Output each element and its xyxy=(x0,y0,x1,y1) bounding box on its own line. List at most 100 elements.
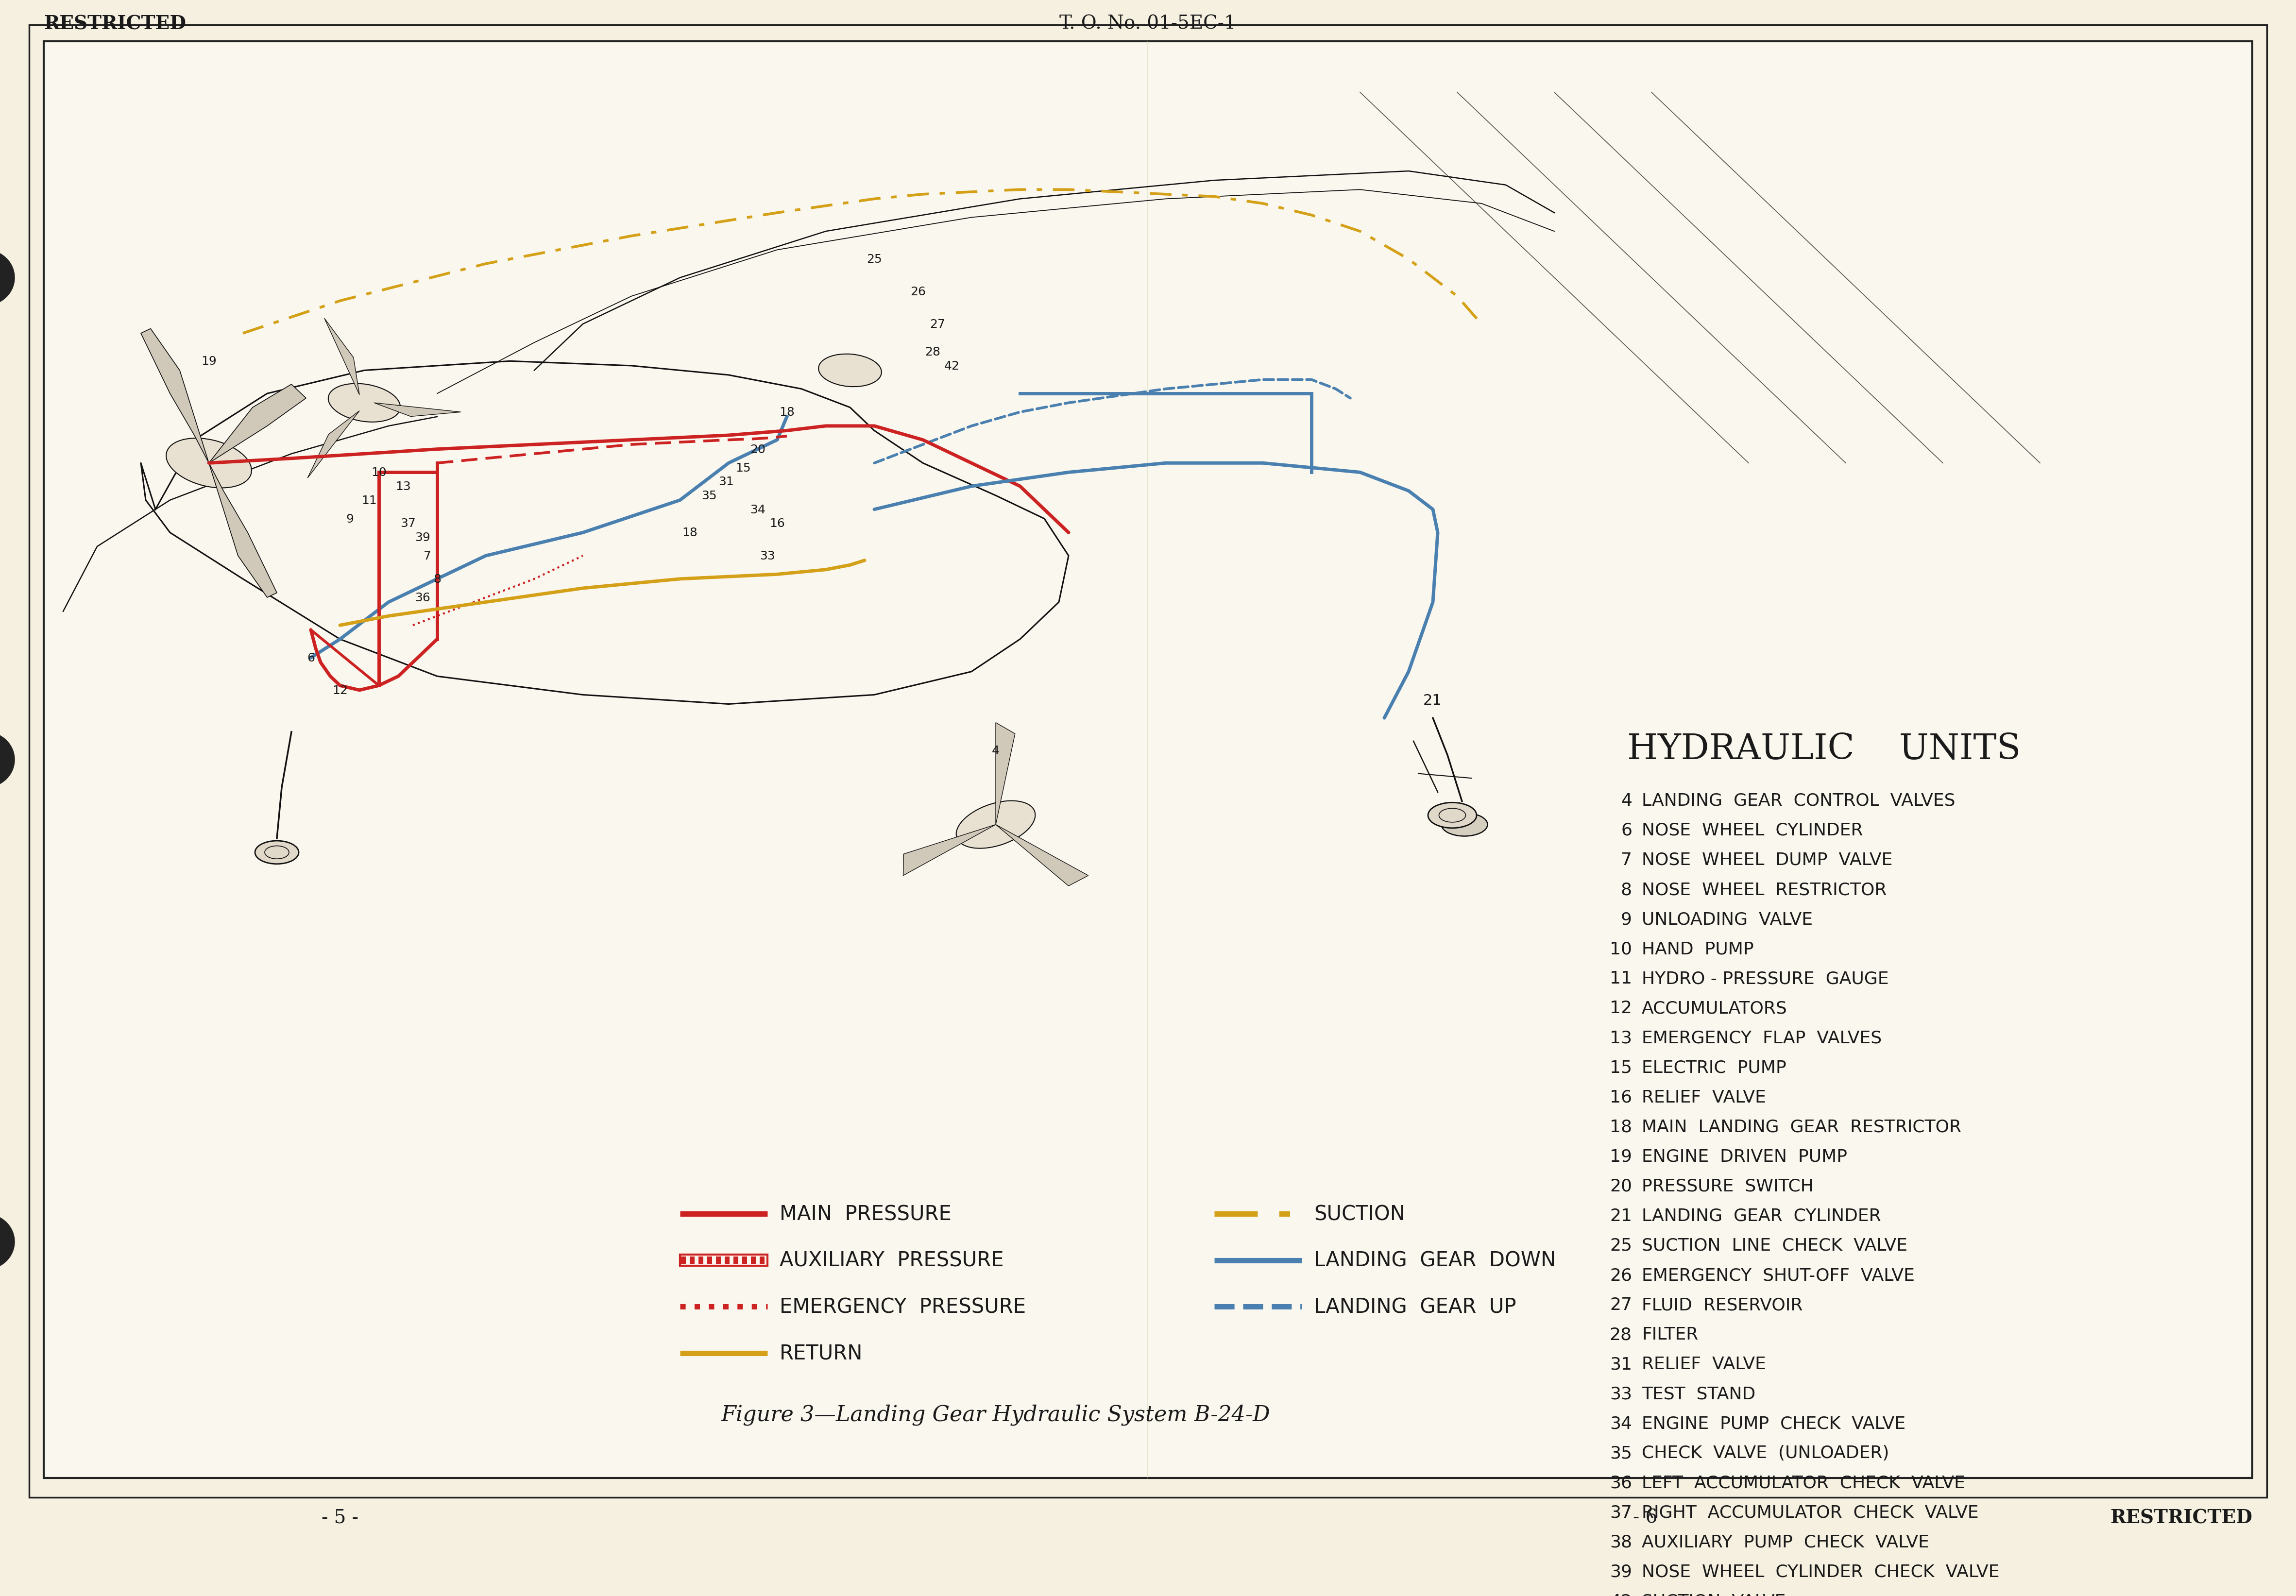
Text: 37: 37 xyxy=(400,517,416,530)
Text: 6: 6 xyxy=(308,653,315,664)
Text: 42: 42 xyxy=(1609,1593,1632,1596)
Text: ELECTRIC  PUMP: ELECTRIC PUMP xyxy=(1642,1060,1786,1076)
Text: 20: 20 xyxy=(751,444,765,455)
Text: 12: 12 xyxy=(1609,1001,1632,1017)
Text: 31: 31 xyxy=(719,476,735,488)
Text: 8: 8 xyxy=(1621,881,1632,899)
Text: 19: 19 xyxy=(1609,1148,1632,1165)
Text: 25: 25 xyxy=(1609,1237,1632,1253)
Text: LEFT  ACCUMULATOR  CHECK  VALVE: LEFT ACCUMULATOR CHECK VALVE xyxy=(1642,1475,1965,1491)
Text: SUCTION  VALVE: SUCTION VALVE xyxy=(1642,1593,1786,1596)
Text: 11: 11 xyxy=(1609,970,1632,986)
Text: LANDING  GEAR  CONTROL  VALVES: LANDING GEAR CONTROL VALVES xyxy=(1642,792,1956,809)
Text: 34: 34 xyxy=(751,504,765,516)
Text: RELIEF  VALVE: RELIEF VALVE xyxy=(1642,1355,1766,1373)
Text: 15: 15 xyxy=(735,463,751,474)
Text: 4: 4 xyxy=(1621,792,1632,809)
Text: LANDING  GEAR  UP: LANDING GEAR UP xyxy=(1313,1296,1515,1317)
Text: Figure 3—Landing Gear Hydraulic System B-24-D: Figure 3—Landing Gear Hydraulic System B… xyxy=(721,1404,1270,1425)
Polygon shape xyxy=(308,412,360,479)
Text: 7: 7 xyxy=(1621,852,1632,868)
Text: 10: 10 xyxy=(372,466,386,479)
Text: 37: 37 xyxy=(1609,1503,1632,1521)
Polygon shape xyxy=(996,723,1015,825)
Polygon shape xyxy=(209,463,278,598)
Polygon shape xyxy=(209,385,305,463)
Text: 19: 19 xyxy=(202,356,216,367)
Text: FLUID  RESERVOIR: FLUID RESERVOIR xyxy=(1642,1296,1802,1314)
Text: 36: 36 xyxy=(416,592,429,603)
Text: 21: 21 xyxy=(1609,1208,1632,1224)
Text: 33: 33 xyxy=(1609,1385,1632,1401)
Text: 39: 39 xyxy=(416,531,429,543)
Text: 9: 9 xyxy=(1621,911,1632,927)
Bar xyxy=(682,1256,687,1264)
Text: SUCTION: SUCTION xyxy=(1313,1203,1405,1224)
Ellipse shape xyxy=(1442,814,1488,836)
Text: - 6 -: - 6 - xyxy=(1632,1508,1669,1526)
Text: MAIN  LANDING  GEAR  RESTRICTOR: MAIN LANDING GEAR RESTRICTOR xyxy=(1642,1119,1961,1135)
Ellipse shape xyxy=(817,354,882,388)
Text: 4: 4 xyxy=(992,745,999,757)
Text: ACCUMULATORS: ACCUMULATORS xyxy=(1642,1001,1786,1017)
Text: 10: 10 xyxy=(1609,940,1632,958)
Text: 26: 26 xyxy=(909,286,925,298)
Ellipse shape xyxy=(1428,803,1476,828)
Text: SUCTION  LINE  CHECK  VALVE: SUCTION LINE CHECK VALVE xyxy=(1642,1237,1908,1253)
Polygon shape xyxy=(374,404,461,417)
Text: 18: 18 xyxy=(682,527,698,539)
Bar xyxy=(689,1256,696,1264)
Ellipse shape xyxy=(165,439,253,488)
Text: 39: 39 xyxy=(1609,1564,1632,1580)
Text: 42: 42 xyxy=(944,361,960,372)
Bar xyxy=(760,1256,765,1264)
Text: - 5 -: - 5 - xyxy=(321,1508,358,1526)
Bar xyxy=(707,1256,712,1264)
Bar xyxy=(680,1254,767,1266)
Circle shape xyxy=(0,1215,14,1269)
Ellipse shape xyxy=(955,801,1035,849)
Bar xyxy=(751,1256,755,1264)
Text: HYDRO - PRESSURE  GAUGE: HYDRO - PRESSURE GAUGE xyxy=(1642,970,1890,986)
Bar xyxy=(698,1256,703,1264)
Ellipse shape xyxy=(255,841,298,863)
Text: RESTRICTED: RESTRICTED xyxy=(44,14,186,34)
Text: 35: 35 xyxy=(1609,1444,1632,1462)
Text: TEST  STAND: TEST STAND xyxy=(1642,1385,1756,1401)
Text: AUXILIARY  PRESSURE: AUXILIARY PRESSURE xyxy=(781,1250,1003,1270)
Text: LANDING  GEAR  CYLINDER: LANDING GEAR CYLINDER xyxy=(1642,1208,1880,1224)
Text: EMERGENCY  PRESSURE: EMERGENCY PRESSURE xyxy=(781,1296,1026,1317)
Text: 21: 21 xyxy=(1424,693,1442,707)
Text: 7: 7 xyxy=(422,551,432,562)
Circle shape xyxy=(0,251,14,306)
Text: RIGHT  ACCUMULATOR  CHECK  VALVE: RIGHT ACCUMULATOR CHECK VALVE xyxy=(1642,1503,1979,1521)
Text: NOSE  WHEEL  CYLINDER: NOSE WHEEL CYLINDER xyxy=(1642,822,1862,838)
Text: NOSE  WHEEL  CYLINDER  CHECK  VALVE: NOSE WHEEL CYLINDER CHECK VALVE xyxy=(1642,1564,2000,1580)
Ellipse shape xyxy=(328,385,400,423)
Text: 13: 13 xyxy=(395,480,411,492)
Text: 20: 20 xyxy=(1609,1178,1632,1194)
Text: 12: 12 xyxy=(333,685,347,696)
Polygon shape xyxy=(902,825,996,876)
Text: 16: 16 xyxy=(1609,1088,1632,1106)
Text: 6: 6 xyxy=(1621,822,1632,838)
Text: RESTRICTED: RESTRICTED xyxy=(2110,1508,2252,1527)
Text: HAND  PUMP: HAND PUMP xyxy=(1642,940,1754,958)
Text: 34: 34 xyxy=(1609,1416,1632,1432)
Text: 26: 26 xyxy=(1609,1267,1632,1283)
Text: CHECK  VALVE  (UNLOADER): CHECK VALVE (UNLOADER) xyxy=(1642,1444,1890,1462)
Text: 11: 11 xyxy=(360,495,377,506)
Text: PRESSURE  SWITCH: PRESSURE SWITCH xyxy=(1642,1178,1814,1194)
Text: 33: 33 xyxy=(760,551,776,562)
Text: 15: 15 xyxy=(1609,1060,1632,1076)
Text: 25: 25 xyxy=(866,254,882,265)
Text: 8: 8 xyxy=(434,573,441,586)
Polygon shape xyxy=(324,319,360,396)
Text: LANDING  GEAR  DOWN: LANDING GEAR DOWN xyxy=(1313,1250,1557,1270)
Text: 13: 13 xyxy=(1609,1029,1632,1045)
Text: UNLOADING  VALVE: UNLOADING VALVE xyxy=(1642,911,1814,927)
Text: 27: 27 xyxy=(1609,1296,1632,1314)
Text: 9: 9 xyxy=(347,514,354,525)
Polygon shape xyxy=(140,329,209,463)
Text: 35: 35 xyxy=(703,490,716,501)
